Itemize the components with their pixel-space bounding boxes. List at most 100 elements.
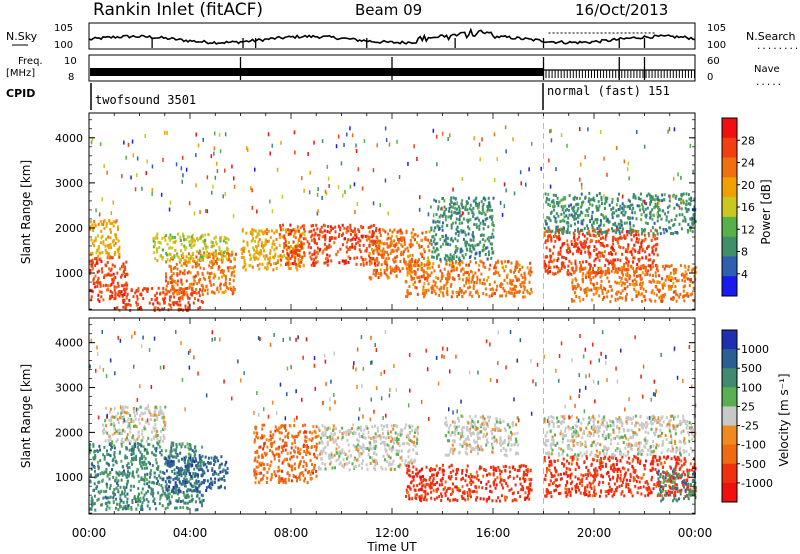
echo-cell <box>650 291 653 295</box>
echo-cell <box>314 231 317 235</box>
echo-cell <box>458 221 461 225</box>
echo-cell <box>639 192 642 196</box>
echo-cell <box>159 254 162 258</box>
echo-cell <box>165 461 167 465</box>
echo-cell <box>470 208 473 212</box>
echo-cell <box>573 245 576 248</box>
echo-cell <box>620 283 623 287</box>
echo-cell <box>200 235 203 239</box>
echo-cell <box>580 201 583 205</box>
echo-cell <box>377 276 380 279</box>
echo-cell <box>124 267 127 271</box>
echo-cell <box>89 227 92 231</box>
echo-cell <box>172 272 175 276</box>
echo-cell <box>465 243 468 247</box>
echo-cell <box>641 271 644 275</box>
echo-cell <box>129 414 132 418</box>
echo-cell <box>369 256 372 260</box>
echo-cell <box>105 470 108 474</box>
echo-cell <box>133 456 136 460</box>
echo-cell <box>292 251 295 255</box>
echo-cell <box>165 260 168 264</box>
echo-cell <box>98 258 101 262</box>
echo-cell <box>662 295 665 299</box>
echo-cell <box>585 290 588 294</box>
echo-cell <box>293 228 296 232</box>
echo-cell <box>649 214 652 218</box>
echo-cell <box>601 254 604 258</box>
echo-cell <box>207 461 210 465</box>
echo-cell <box>604 237 607 241</box>
echo-cell <box>614 252 617 256</box>
echo-cell <box>161 470 164 474</box>
echo-cell <box>624 298 627 302</box>
echo-cell <box>96 498 99 502</box>
echo-cell <box>665 228 667 232</box>
echo-cell <box>140 439 143 443</box>
echo-cell <box>493 266 496 270</box>
echo-cell <box>550 238 553 241</box>
echo-cell <box>557 270 560 274</box>
echo-cell <box>122 284 125 288</box>
power-colorbar-tick-label: 24 <box>741 157 755 170</box>
echo-cell <box>459 290 461 294</box>
echo-cell <box>117 508 120 512</box>
echo-cell <box>441 272 444 276</box>
echo-cell <box>149 472 152 476</box>
echo-cell <box>424 277 426 281</box>
echo-cell <box>103 227 106 230</box>
echo-cell <box>168 485 171 489</box>
echo-cell <box>303 188 305 193</box>
echo-cell <box>597 200 600 204</box>
echo-cell <box>553 208 556 212</box>
echo-cell <box>387 236 390 240</box>
echo-cell <box>162 286 165 290</box>
echo-cell <box>573 233 576 237</box>
echo-cell <box>646 272 649 276</box>
echo-cell <box>436 220 439 224</box>
echo-cell <box>580 182 583 187</box>
echo-cell <box>611 216 614 220</box>
echo-cell <box>354 245 357 249</box>
echo-cell <box>521 276 524 279</box>
echo-cell <box>150 469 152 472</box>
echo-cell <box>425 291 428 295</box>
echo-cell <box>139 457 142 461</box>
echo-cell <box>381 253 384 257</box>
echo-cell <box>317 209 319 214</box>
echo-cell <box>418 243 420 247</box>
echo-cell <box>678 197 681 201</box>
echo-cell <box>127 470 129 474</box>
echo-cell <box>153 251 156 255</box>
echo-cell <box>611 245 614 249</box>
echo-cell <box>614 258 617 262</box>
echo-cell <box>547 202 550 206</box>
echo-cell <box>601 289 604 293</box>
echo-cell <box>154 294 157 298</box>
echo-cell <box>349 226 352 230</box>
echo-cell <box>100 229 103 233</box>
echo-cell <box>139 405 142 409</box>
echo-cell <box>409 245 412 249</box>
echo-cell <box>648 280 651 284</box>
echo-cell <box>153 243 156 247</box>
echo-cell <box>691 281 694 285</box>
echo-cell <box>176 267 179 271</box>
echo-cell <box>167 493 170 497</box>
echo-cell <box>593 234 596 238</box>
echo-cell <box>482 219 485 223</box>
echo-cell <box>341 259 344 263</box>
echo-cell <box>519 268 521 271</box>
echo-cell <box>461 199 464 203</box>
echo-cell <box>400 250 403 254</box>
echo-cell <box>449 284 452 288</box>
echo-cell <box>679 292 682 296</box>
echo-cell <box>355 235 358 239</box>
echo-cell <box>598 294 601 298</box>
echo-cell <box>458 230 461 234</box>
echo-cell <box>192 259 194 263</box>
echo-cell <box>675 292 678 296</box>
echo-cell <box>483 243 486 247</box>
echo-cell <box>287 261 290 265</box>
echo-cell <box>495 288 498 292</box>
